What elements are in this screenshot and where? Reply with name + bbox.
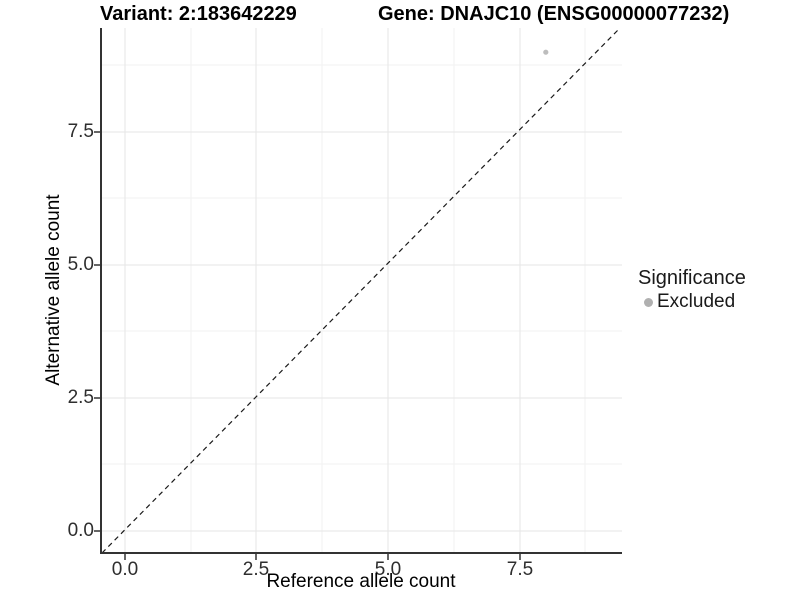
- x-axis-title: Reference allele count: [266, 571, 456, 592]
- gridlines-major: [101, 28, 622, 553]
- legend-entry-excluded: Excluded: [638, 290, 746, 314]
- x-tick-label-5.0: 5.0: [374, 559, 402, 580]
- legend: Significance Excluded: [638, 266, 746, 314]
- scatter-points-layer: [543, 49, 549, 55]
- x-tick-label-2.5: 2.5: [242, 559, 270, 580]
- y-axis-tick-marks: [94, 131, 100, 532]
- identity-line: [101, 27, 621, 554]
- x-tick-label-7.5: 7.5: [506, 559, 534, 580]
- y-tick-label-2.5: 2.5: [67, 387, 94, 408]
- y-tick-label-7.5: 7.5: [67, 121, 94, 142]
- data-point-excluded: [543, 49, 549, 55]
- gridlines-minor: [101, 28, 622, 553]
- y-tick-label-5.0: 5.0: [67, 254, 94, 275]
- legend-title: Significance: [638, 267, 746, 289]
- axis-lines: [100, 28, 622, 554]
- plot-title-gene: Gene: DNAJC10 (ENSG00000077232): [378, 3, 730, 25]
- y-axis-title: Alternative allele count: [43, 194, 64, 386]
- legend-entry-label: Excluded: [657, 291, 736, 312]
- legend-key-dot-icon: [644, 297, 653, 307]
- x-tick-label-0.0: 0.0: [111, 559, 139, 580]
- plot-title-variant: Variant: 2:183642229: [100, 3, 297, 25]
- x-axis-tick-marks: [124, 554, 521, 560]
- y-tick-label-0.0: 0.0: [67, 520, 94, 541]
